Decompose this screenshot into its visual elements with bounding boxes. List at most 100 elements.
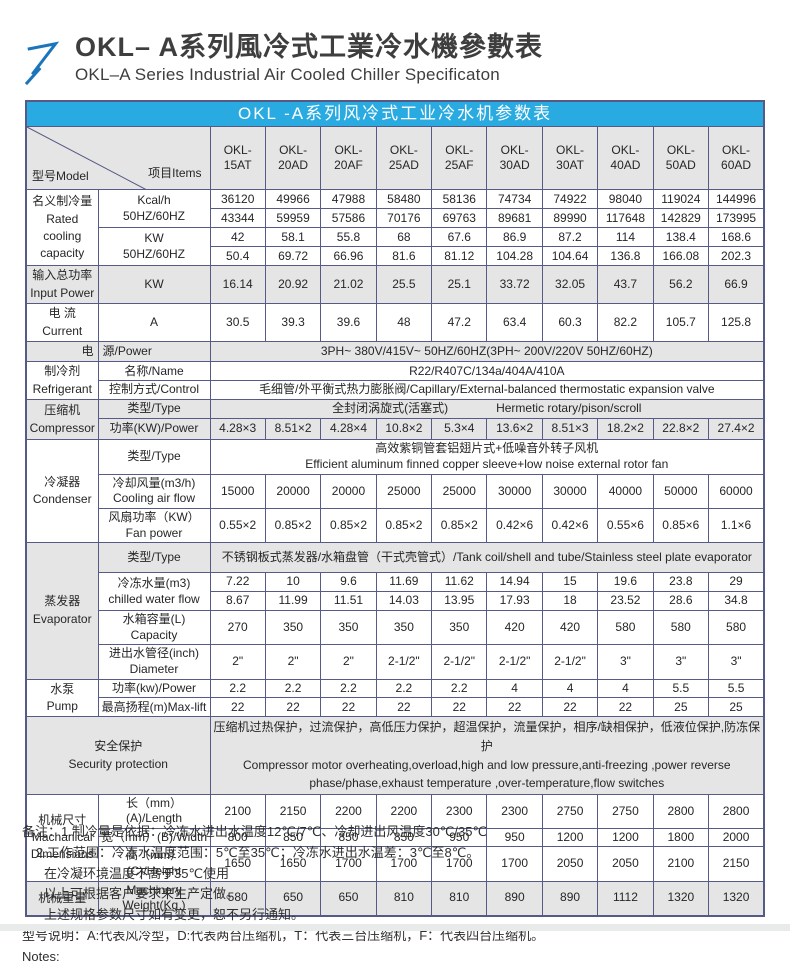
value-cell: 18	[541, 591, 599, 612]
value-cell: 67.6	[431, 227, 488, 248]
value-cell: 19.6	[597, 572, 654, 593]
model-header: OKL- 25AF	[431, 126, 488, 191]
value-cell: 580	[652, 610, 710, 646]
value-cell: 173995	[708, 208, 765, 229]
spec-table: OKL -A系列风冷式工业冷水机参数表 型号Model 项目Items OKL-…	[25, 100, 766, 917]
value-cell: 650	[320, 880, 377, 917]
value-cell: 2150	[708, 846, 765, 882]
value-cell: 2-1/2"	[431, 644, 488, 680]
value-cell: 66.96	[320, 246, 377, 267]
value-cell: 30000	[486, 473, 543, 509]
value-cell: 18.2×2	[597, 417, 654, 440]
value-cell: 89681	[486, 208, 543, 229]
category-cell: 冷凝器 Condenser	[25, 438, 99, 544]
value-cell: 47.2	[431, 303, 488, 343]
value-cell: 2150	[264, 793, 322, 829]
value-cell: 55.8	[320, 227, 377, 248]
value-cell: 25	[652, 697, 710, 718]
value-cell: 136.8	[597, 246, 654, 267]
item-label-cell: Kcal/h 50HZ/60HZ	[97, 189, 211, 229]
page-footer-bar	[0, 924, 790, 931]
value-cell: 350	[375, 610, 433, 646]
value-cell: 2800	[708, 793, 765, 829]
value-cell: 8.67	[209, 591, 266, 612]
value-cell: 2.2	[264, 678, 322, 699]
value-cell: 1650	[209, 846, 266, 882]
value-cell: 11.62	[431, 572, 488, 593]
item-label-cell: 功率(kw)/Power	[97, 678, 211, 699]
value-cell: 60000	[708, 473, 765, 509]
value-cell: 2000	[708, 827, 765, 848]
value-cell: 1320	[652, 880, 710, 917]
model-header: OKL- 15AT	[209, 126, 266, 191]
table-row: 50.4 69.72 66.96 81.6 81.12 104.28 104.64 136.8…	[26, 246, 765, 267]
value-cell: 22	[597, 697, 654, 718]
value-cell: 13.95	[431, 591, 488, 612]
value-cell: 22	[264, 697, 322, 718]
table-row: 43344 59959 57586 70176 69763 89681 89990 11764…	[26, 208, 765, 229]
value-cell: 580	[597, 610, 654, 646]
value-cell: 1700	[486, 846, 543, 882]
diagonal-divider	[27, 127, 210, 189]
model-header: OKL- 20AF	[320, 126, 377, 191]
value-cell: 0.85×6	[652, 507, 710, 544]
corner-items-label: 项目Items	[148, 165, 202, 180]
value-cell: 580	[708, 610, 765, 646]
value-cell: 8.51×3	[541, 417, 599, 440]
table-row: 冷冻水量(m3) chilled water flow 7.22 10 9.6 11.…	[26, 572, 765, 612]
value-cell: 15000	[209, 473, 266, 509]
value-cell: 2-1/2"	[375, 644, 433, 680]
value-cell: 69.72	[264, 246, 322, 267]
value-cell: 1320	[708, 880, 765, 917]
merged-value-cell: R22/R407C/134a/404A/410A	[209, 361, 765, 382]
value-cell: 22	[541, 697, 599, 718]
category-cell: 压缩机 Compressor	[25, 399, 99, 440]
value-cell: 4	[486, 678, 543, 699]
category-cell: 输入总功率 Input Power	[25, 265, 99, 305]
value-cell: 25	[708, 697, 765, 718]
value-cell: 60.3	[541, 303, 599, 343]
item-label-cell: 冷却风量(m3/h) Cooling air flow	[97, 473, 211, 509]
table-row: 水箱容量(L) Capacity 270 350 350 350 350 420 420 58…	[26, 610, 765, 646]
model-header: OKL- 40AD	[597, 126, 654, 191]
value-cell: 104.28	[486, 246, 543, 267]
value-cell: 2-1/2"	[486, 644, 543, 680]
value-cell: 350	[320, 610, 377, 646]
value-cell: 0.55×6	[597, 507, 654, 544]
table-row: 最高扬程(m)Max-lift 22 22 22 22 22 22 22 22 25 25	[26, 697, 765, 718]
value-cell: 1650	[264, 846, 322, 882]
merged-value-cell: 不锈钢板式蒸发器/水箱盘管（干式壳管式）/Tank coil/shell and…	[209, 542, 765, 574]
value-cell: 66.9	[708, 265, 765, 305]
category-cell: 名义制冷量 Rated cooling capacity	[25, 189, 99, 267]
value-cell: 23.52	[597, 591, 654, 612]
value-cell: 270	[209, 610, 266, 646]
value-cell: 39.3	[264, 303, 322, 343]
category-cell: 蒸发器 Evaporator	[25, 542, 99, 680]
table-row: 电 流 Current A 30.5 39.3 39.6 48 47.2 63.4 60.3…	[25, 303, 765, 343]
table-banner-row: OKL -A系列风冷式工业冷水机参数表	[25, 100, 765, 128]
value-cell: 22.8×2	[652, 417, 710, 440]
value-cell: 17.93	[486, 591, 543, 612]
value-cell: 1800	[652, 827, 710, 848]
table-row: 风扇功率（KW） Fan power 0.55×2 0.85×2 0.85×2 0.8…	[26, 507, 765, 544]
value-cell: 1700	[431, 846, 488, 882]
table-row: 功率(KW)/Power 4.28×3 8.51×2 4.28×4 10.8×2 5.3…	[26, 417, 765, 440]
value-cell: 20000	[320, 473, 377, 509]
value-cell: 74922	[541, 189, 599, 210]
category-cell: 安全保护 Security protection	[25, 716, 211, 795]
value-cell: 15	[541, 572, 599, 593]
value-cell: 68	[375, 227, 433, 248]
value-cell: 74734	[486, 189, 543, 210]
value-cell: 2300	[486, 793, 543, 829]
value-cell: 8.51×2	[264, 417, 322, 440]
model-header-row: 型号Model 项目Items OKL- 15AT OKL- 20AD OKL-…	[25, 126, 765, 191]
value-cell: 98040	[597, 189, 654, 210]
value-cell: 420	[541, 610, 599, 646]
value-cell: 3"	[708, 644, 765, 680]
value-cell: 2300	[431, 793, 488, 829]
value-cell: 0.42×6	[486, 507, 543, 544]
item-label-cell: A	[97, 303, 211, 343]
value-cell: 25.1	[431, 265, 488, 305]
value-cell: 2.2	[209, 678, 266, 699]
value-cell: 2050	[597, 846, 654, 882]
